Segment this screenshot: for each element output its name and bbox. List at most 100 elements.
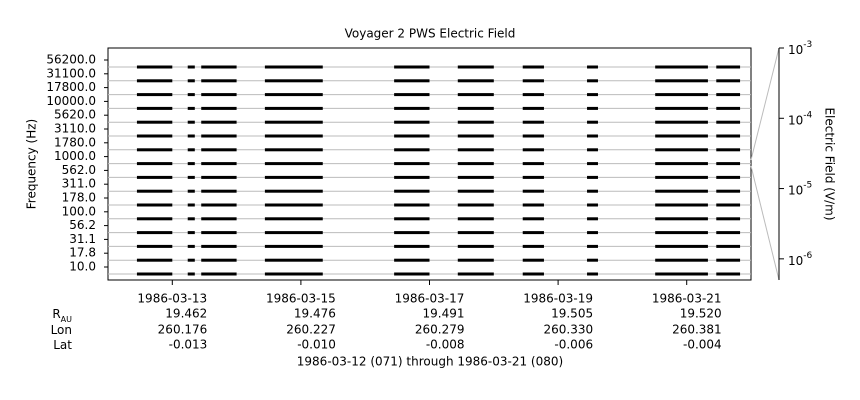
data-segment — [201, 217, 237, 221]
data-segment — [457, 272, 494, 276]
y2-tick-label: 10-5 — [788, 180, 812, 197]
data-segment — [457, 106, 494, 110]
data-segment — [716, 258, 741, 262]
data-segment — [201, 93, 237, 97]
y-tick-label: 56.2 — [69, 218, 96, 232]
data-segment — [264, 120, 323, 124]
ephemeris-label-main: Lon — [51, 323, 72, 337]
data-segment — [201, 244, 237, 248]
data-segment — [716, 120, 741, 124]
data-segment — [187, 106, 195, 110]
data-segment — [457, 175, 494, 179]
data-segment — [201, 120, 237, 124]
data-segment — [587, 134, 598, 138]
data-segment — [136, 189, 173, 193]
data-segment — [587, 93, 598, 97]
data-segment — [187, 134, 195, 138]
connector — [750, 165, 780, 281]
ephemeris-value: -0.010 — [297, 338, 336, 352]
data-segment — [187, 189, 195, 193]
data-segment — [136, 120, 173, 124]
data-segment — [655, 272, 708, 276]
data-segment — [522, 203, 544, 207]
data-segment — [522, 272, 544, 276]
data-segment — [394, 231, 430, 235]
connector — [750, 47, 780, 161]
data-segment — [201, 134, 237, 138]
y2-tick-base: 10 — [788, 43, 803, 57]
data-segment — [457, 148, 494, 152]
ephemeris-label-main: R — [52, 307, 60, 321]
ephemeris-value: 19.491 — [423, 307, 465, 321]
data-segment — [136, 148, 173, 152]
data-segment — [201, 231, 237, 235]
data-segment — [716, 272, 741, 276]
data-segment — [457, 134, 494, 138]
y2-tick-base: 10 — [788, 113, 803, 127]
data-segment — [201, 203, 237, 207]
data-segment — [394, 217, 430, 221]
data-segment — [136, 106, 173, 110]
data-segment — [264, 175, 323, 179]
data-segment — [457, 203, 494, 207]
data-segment — [394, 244, 430, 248]
ephemeris-value: 260.381 — [672, 323, 722, 337]
y-tick-label: 3110.0 — [54, 122, 96, 136]
data-segment — [394, 148, 430, 152]
data-segment — [716, 106, 741, 110]
y-tick-label: 31100.0 — [46, 66, 96, 80]
ephemeris-value: 260.176 — [158, 323, 208, 337]
ephemeris-value: 19.520 — [680, 307, 722, 321]
y2-tick-label: 10-4 — [788, 110, 813, 127]
data-segment — [655, 189, 708, 193]
data-segment — [716, 65, 741, 69]
data-segment — [187, 244, 195, 248]
data-segment — [716, 231, 741, 235]
y-tick-label: 17.8 — [69, 246, 96, 260]
y2-tick-exponent: -5 — [803, 180, 812, 190]
data-segment — [522, 231, 544, 235]
ephemeris-value: 260.279 — [415, 323, 465, 337]
data-segment — [716, 148, 741, 152]
y-tick-label: 1780.0 — [54, 135, 96, 149]
data-segment — [655, 93, 708, 97]
data-segment — [187, 217, 195, 221]
ephemeris-value: 19.505 — [551, 307, 593, 321]
data-segment — [264, 134, 323, 138]
y-tick-label: 5620.0 — [54, 108, 96, 122]
data-segment — [136, 65, 173, 69]
data-segment — [264, 162, 323, 166]
data-segment — [187, 93, 195, 97]
x-tick-label: 1986-03-13 — [137, 292, 207, 306]
data-segment — [201, 106, 237, 110]
data-segment — [457, 244, 494, 248]
ephemeris-value: -0.013 — [169, 338, 208, 352]
data-segment — [655, 258, 708, 262]
data-segment — [394, 79, 430, 83]
data-segment — [522, 93, 544, 97]
data-segment — [587, 189, 598, 193]
data-segment — [264, 244, 323, 248]
ephemeris-value: 260.330 — [543, 323, 593, 337]
y-tick-label: 10.0 — [69, 260, 96, 274]
data-segment — [136, 134, 173, 138]
data-segment — [187, 258, 195, 262]
data-segment — [264, 189, 323, 193]
y2-tick-exponent: -6 — [803, 250, 812, 260]
data-segment — [394, 93, 430, 97]
data-segment — [264, 258, 323, 262]
ephemeris-value: -0.004 — [683, 338, 722, 352]
data-segment — [136, 93, 173, 97]
x-tick-label: 1986-03-19 — [523, 292, 593, 306]
data-segment — [187, 272, 195, 276]
y-tick-label: 178.0 — [62, 191, 96, 205]
data-segment — [587, 148, 598, 152]
data-segment — [264, 93, 323, 97]
data-segment — [587, 231, 598, 235]
ephemeris-label-main: Lat — [53, 338, 72, 352]
data-segment — [201, 162, 237, 166]
data-segment — [457, 93, 494, 97]
data-segment — [457, 258, 494, 262]
data-segment — [201, 65, 237, 69]
